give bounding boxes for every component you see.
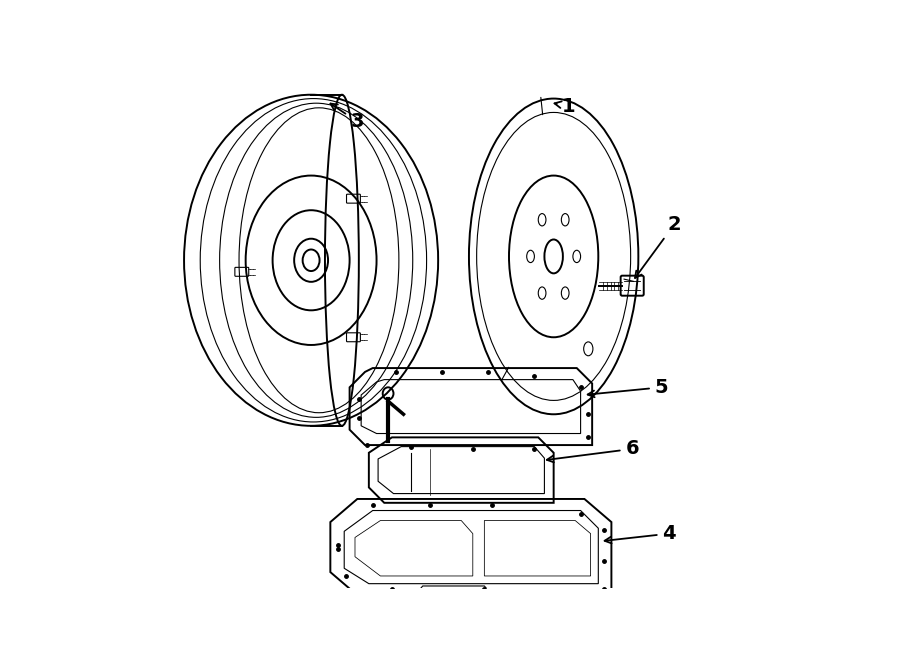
Text: 1: 1 [554,97,576,116]
Text: 5: 5 [588,378,669,397]
Text: 3: 3 [330,104,364,131]
Text: 4: 4 [605,524,676,543]
Text: 6: 6 [547,440,639,462]
Text: 2: 2 [635,215,681,278]
